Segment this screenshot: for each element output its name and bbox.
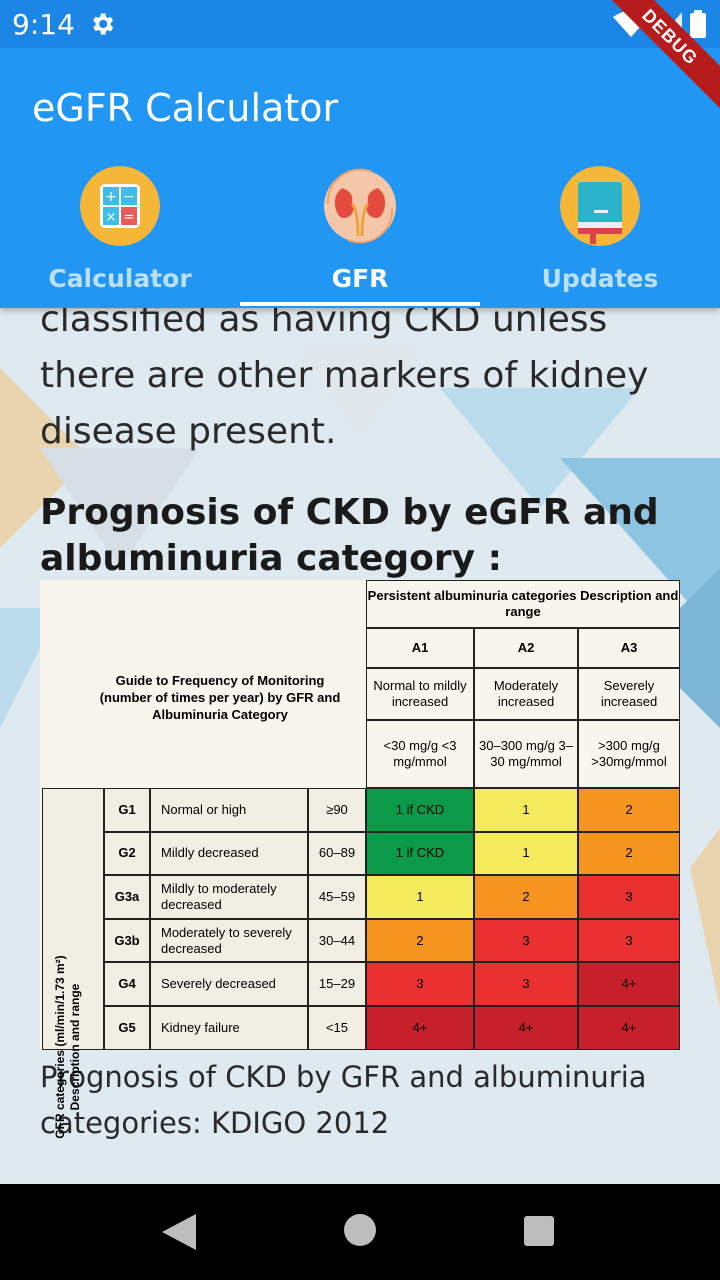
battery-icon	[690, 10, 706, 38]
albuminuria-range-3: >300 mg/g >30mg/mmol	[578, 720, 680, 788]
albuminuria-desc-3: Severely increased	[578, 668, 680, 720]
albuminuria-code-1: A1	[366, 628, 474, 668]
kidney-icon	[324, 168, 396, 244]
status-time: 9:14	[12, 8, 75, 41]
body-paragraph: classified as having CKD unless there ar…	[40, 308, 649, 452]
gfr-range-G5: <15	[308, 1006, 366, 1050]
book-icon	[560, 166, 640, 246]
gfr-range-G1: ≥90	[308, 788, 366, 832]
risk-cell-G5-A1: 4+	[366, 1006, 474, 1050]
risk-cell-G3a-A2: 2	[474, 875, 578, 919]
gfr-range-G3b: 30–44	[308, 918, 366, 963]
risk-cell-G1-A1: 1 if CKD	[366, 788, 474, 832]
svg-text:=: =	[124, 210, 135, 225]
risk-cell-G1-A3: 2	[578, 788, 680, 832]
gfr-axis-label: GFR categories (ml/min/1.73 m²) Descript…	[53, 955, 82, 1139]
gfr-range-G4: 15–29	[308, 962, 366, 1006]
tab-label-updates: Updates	[541, 264, 659, 293]
gfr-axis-cell: GFR categories (ml/min/1.73 m²) Descript…	[42, 788, 104, 1139]
tab-label-gfr: GFR	[331, 264, 389, 293]
gfr-code-G4: G4	[104, 962, 150, 1006]
tab-label-calculator: Calculator	[48, 264, 192, 293]
gfr-desc-G2: Mildly decreased	[150, 831, 308, 876]
gfr-code-G2: G2	[104, 831, 150, 876]
risk-cell-G3b-A3: 3	[578, 918, 680, 963]
risk-cell-G2-A3: 2	[578, 831, 680, 876]
albuminuria-header-text: Persistent albuminuria categories Descri…	[367, 588, 679, 619]
gfr-desc-G1: Normal or high	[150, 788, 308, 832]
tab-indicator	[240, 302, 480, 306]
gfr-code-G3b: G3b	[104, 918, 150, 963]
status-bar: 9:14	[0, 0, 720, 48]
tab-gfr[interactable]: GFR	[240, 158, 480, 308]
gear-icon	[93, 13, 114, 35]
albuminuria-range-1: <30 mg/g <3 mg/mmol	[366, 720, 474, 788]
risk-cell-G4-A1: 3	[366, 962, 474, 1006]
risk-cell-G3a-A1: 1	[366, 875, 474, 919]
gfr-code-G5: G5	[104, 1006, 150, 1050]
background-pattern	[0, 348, 720, 1008]
gfr-desc-G3b: Moderately to severely decreased	[150, 918, 308, 963]
gfr-desc-G3a: Mildly to moderately decreased	[150, 875, 308, 919]
albuminuria-desc-2: Moderately increased	[474, 668, 578, 720]
risk-cell-G4-A2: 3	[474, 962, 578, 1006]
risk-cell-G4-A3: 4+	[578, 962, 680, 1006]
risk-cell-G2-A2: 1	[474, 831, 578, 876]
albuminuria-desc-1: Normal to mildly increased	[366, 668, 474, 720]
content-scroll-area[interactable]: classified as having CKD unless there ar…	[0, 308, 720, 1184]
svg-text:×: ×	[106, 210, 117, 225]
gfr-desc-G4: Severely decreased	[150, 962, 308, 1006]
gfr-range-G2: 60–89	[308, 831, 366, 876]
svg-text:+: +	[105, 189, 117, 205]
gfr-code-G1: G1	[104, 788, 150, 832]
kdigo-prognosis-table: Guide to Frequency of Monitoring (number…	[40, 580, 680, 1139]
back-icon[interactable]	[162, 1214, 196, 1250]
risk-cell-G1-A2: 1	[474, 788, 578, 832]
albuminuria-header: Persistent albuminuria categories Descri…	[366, 580, 680, 628]
figure-caption: Prognosis of CKD by GFR and albuminuria …	[40, 1060, 647, 1140]
tab-calculator[interactable]: + − × = Calculator	[0, 158, 240, 308]
recents-icon[interactable]	[524, 1216, 554, 1246]
risk-cell-G5-A3: 4+	[578, 1006, 680, 1050]
monitoring-guide-title: Guide to Frequency of Monitoring (number…	[99, 673, 341, 722]
app-bar: eGFR Calculator + − × = Calculator GFR	[0, 48, 720, 308]
risk-cell-G5-A2: 4+	[474, 1006, 578, 1050]
albuminuria-code-2: A2	[474, 628, 578, 668]
app-title: eGFR Calculator	[32, 86, 339, 130]
gfr-desc-G5: Kidney failure	[150, 1006, 308, 1050]
risk-cell-G3b-A2: 3	[474, 918, 578, 963]
system-nav-bar	[0, 1184, 720, 1280]
tab-updates[interactable]: Updates	[480, 158, 720, 308]
home-icon[interactable]	[344, 1214, 376, 1246]
albuminuria-code-3: A3	[578, 628, 680, 668]
risk-cell-G3a-A3: 3	[578, 875, 680, 919]
svg-text:−: −	[123, 189, 135, 205]
section-heading: Prognosis of CKD by eGFR and albuminuria…	[40, 492, 659, 579]
gfr-range-G3a: 45–59	[308, 875, 366, 919]
albuminuria-range-2: 30–300 mg/g 3–30 mg/mmol	[474, 720, 578, 788]
calculator-icon: + − × =	[80, 166, 160, 246]
gfr-code-G3a: G3a	[104, 875, 150, 919]
risk-cell-G2-A1: 1 if CKD	[366, 831, 474, 876]
risk-cell-G3b-A1: 2	[366, 918, 474, 963]
